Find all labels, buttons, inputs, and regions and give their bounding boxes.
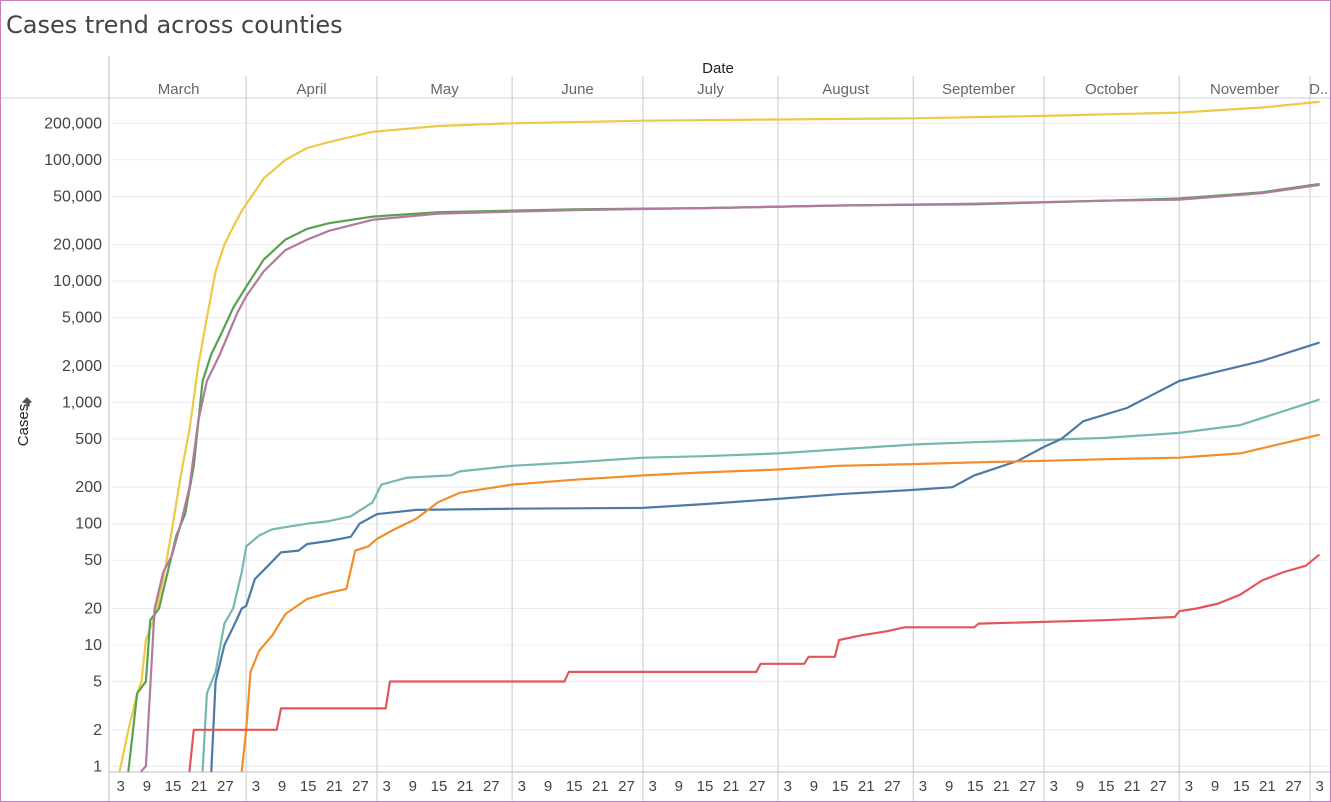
y-axis-title: Cases xyxy=(15,404,32,447)
month-label: November xyxy=(1210,81,1279,98)
x-tick-label: 9 xyxy=(544,778,552,795)
pin-icon xyxy=(21,397,33,409)
x-tick-label: 9 xyxy=(409,778,417,795)
y-tick-label: 200,000 xyxy=(44,115,102,132)
y-tick-label: 1,000 xyxy=(62,394,102,411)
y-tick-label: 20 xyxy=(84,600,102,617)
y-tick-label: 5,000 xyxy=(62,310,102,327)
x-tick-label: 3 xyxy=(1185,778,1193,795)
series-layer xyxy=(118,100,1320,773)
chart-title: Cases trend across counties xyxy=(6,11,343,39)
x-tick-label: 9 xyxy=(278,778,286,795)
series-line xyxy=(127,183,1320,773)
x-tick-label: 3 xyxy=(784,778,792,795)
month-label: October xyxy=(1085,81,1138,98)
x-tick-label: 15 xyxy=(300,778,317,795)
x-tick-label: 21 xyxy=(723,778,740,795)
y-tick-label: 2 xyxy=(93,722,102,739)
x-tick-label: 27 xyxy=(1019,778,1036,795)
x-tick-label: 3 xyxy=(252,778,260,795)
x-tick-label: 27 xyxy=(483,778,500,795)
x-tick-label: 3 xyxy=(1050,778,1058,795)
x-tick-label: 3 xyxy=(383,778,391,795)
x-tick-label: 9 xyxy=(810,778,818,795)
x-tick-label: 15 xyxy=(1233,778,1250,795)
x-tick-label: 21 xyxy=(191,778,208,795)
x-tick-label: 3 xyxy=(518,778,526,795)
x-tick-label: 21 xyxy=(993,778,1010,795)
month-label: D.. xyxy=(1309,81,1328,98)
x-tick-label: 9 xyxy=(675,778,683,795)
grid-layer xyxy=(1,56,1330,801)
x-tick-label: 21 xyxy=(1124,778,1141,795)
y-tick-label: 20,000 xyxy=(53,237,102,254)
x-tick-label: 3 xyxy=(117,778,125,795)
y-tick-label: 100,000 xyxy=(44,152,102,169)
x-tick-label: 15 xyxy=(566,778,583,795)
x-tick-label: 21 xyxy=(326,778,343,795)
y-tick-label: 50,000 xyxy=(53,188,102,205)
month-label: May xyxy=(430,81,459,98)
x-tick-label: 27 xyxy=(884,778,901,795)
x-tick-label: 9 xyxy=(945,778,953,795)
series-line xyxy=(140,183,1320,773)
x-tick-label: 21 xyxy=(1259,778,1276,795)
x-tick-label: 15 xyxy=(1098,778,1115,795)
y-tick-label: 10,000 xyxy=(53,273,102,290)
y-tick-label: 10 xyxy=(84,637,102,654)
series-line xyxy=(240,433,1320,773)
series-line xyxy=(210,341,1320,773)
series-line xyxy=(188,554,1320,773)
x-tick-label: 3 xyxy=(1316,778,1324,795)
x-tick-label: 15 xyxy=(697,778,714,795)
x-tick-label: 15 xyxy=(832,778,849,795)
x-tick-label: 9 xyxy=(1211,778,1219,795)
x-axis-title: Date xyxy=(702,60,734,77)
month-label: June xyxy=(561,81,594,98)
y-tick-label: 1 xyxy=(93,758,102,775)
y-tick-label: 2,000 xyxy=(62,358,102,375)
x-tick-label: 27 xyxy=(749,778,766,795)
x-tick-label: 27 xyxy=(217,778,234,795)
month-label: September xyxy=(942,81,1015,98)
y-tick-label: 50 xyxy=(84,552,102,569)
y-tick-label: 100 xyxy=(75,516,102,533)
x-tick-label: 21 xyxy=(858,778,875,795)
month-label: March xyxy=(158,81,200,98)
series-line xyxy=(201,398,1320,773)
y-tick-label: 500 xyxy=(75,431,102,448)
y-tick-label: 5 xyxy=(93,674,102,691)
x-tick-label: 9 xyxy=(1076,778,1084,795)
x-tick-label: 9 xyxy=(143,778,151,795)
x-tick-label: 15 xyxy=(165,778,182,795)
label-layer: 1 2 5 10 20 50 100 200 500 1,000 2,000 5,000 10,000 2… xyxy=(15,60,1328,795)
y-tick-label: 200 xyxy=(75,479,102,496)
x-tick-label: 21 xyxy=(457,778,474,795)
x-tick-label: 21 xyxy=(592,778,609,795)
x-tick-label: 27 xyxy=(618,778,635,795)
month-label: July xyxy=(697,81,724,98)
x-tick-label: 3 xyxy=(648,778,656,795)
x-tick-label: 3 xyxy=(919,778,927,795)
month-label: August xyxy=(822,81,870,98)
x-tick-label: 27 xyxy=(1285,778,1302,795)
x-tick-label: 27 xyxy=(1150,778,1167,795)
month-label: April xyxy=(297,81,327,98)
x-tick-label: 15 xyxy=(967,778,984,795)
x-tick-label: 15 xyxy=(431,778,448,795)
x-tick-label: 27 xyxy=(352,778,369,795)
